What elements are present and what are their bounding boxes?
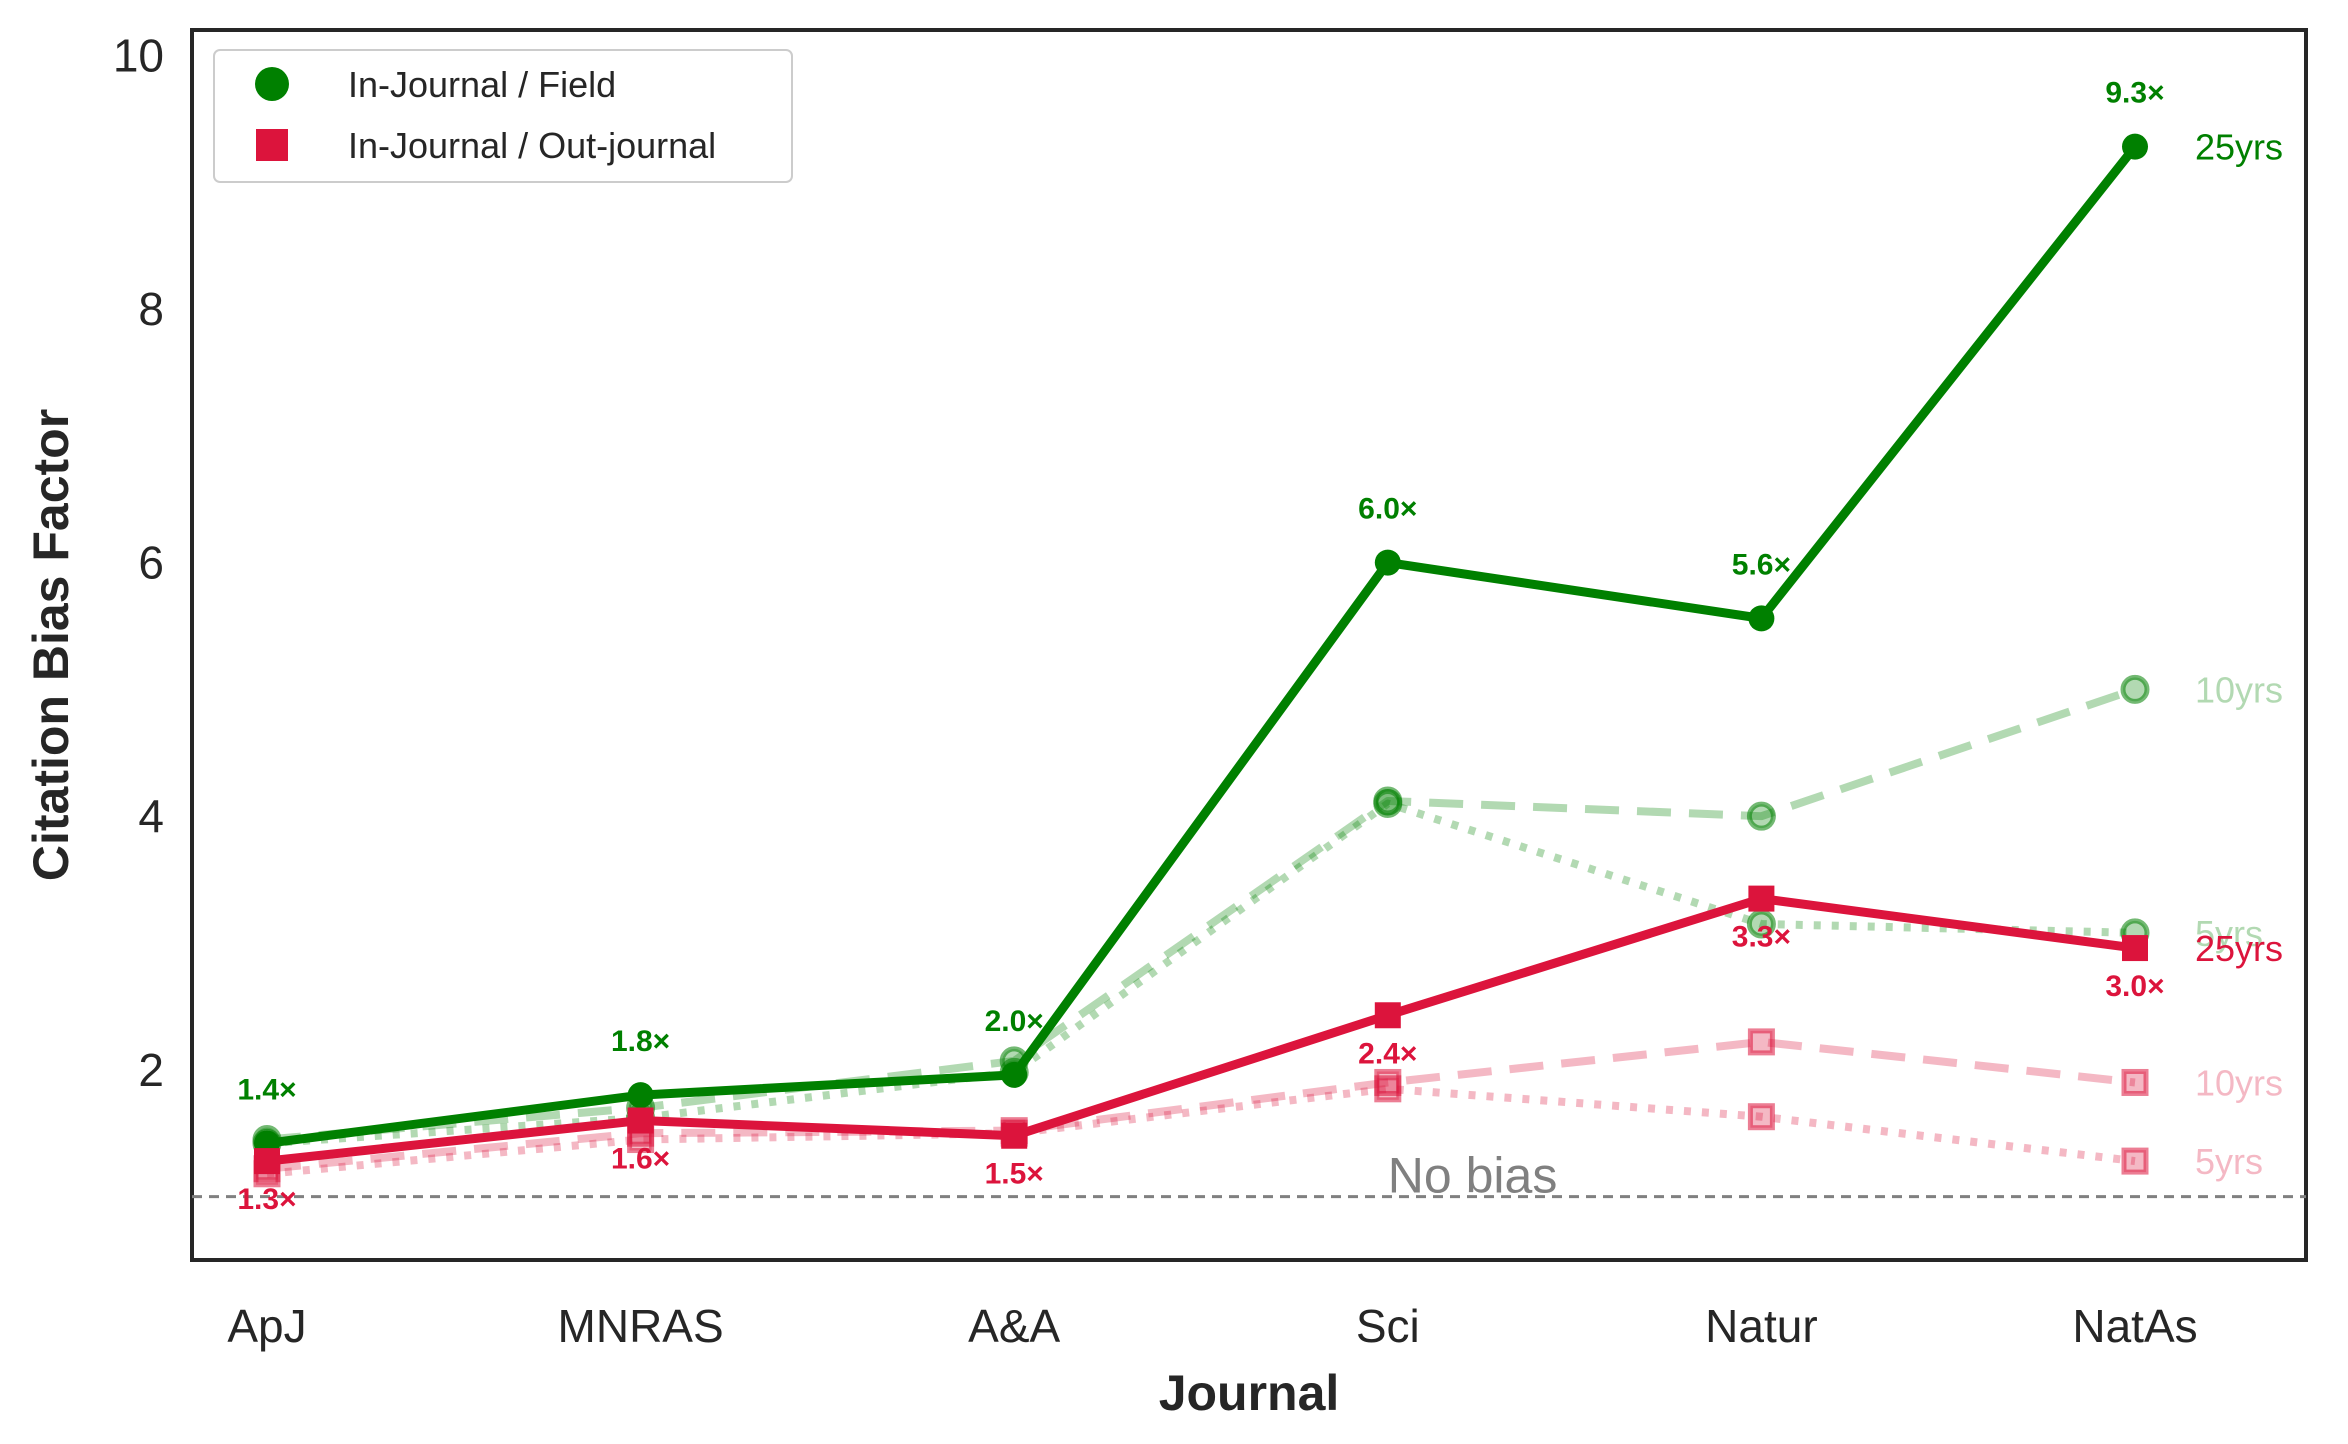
marker-point bbox=[1374, 1002, 1401, 1029]
marker-point bbox=[1373, 789, 1403, 819]
marker-point bbox=[1001, 1061, 1028, 1088]
legend-label: In-Journal / Field bbox=[348, 64, 616, 105]
series-line-10yrs bbox=[266, 685, 2137, 1144]
marker-point bbox=[1746, 909, 1776, 939]
x-tick-label: A&A bbox=[968, 1300, 1060, 1352]
data-label-field: 9.3× bbox=[2105, 77, 2164, 110]
end-label-25yrs: 25yrs bbox=[2195, 928, 2283, 969]
data-label-field: 5.6× bbox=[1732, 548, 1791, 581]
end-label-25yrs: 25yrs bbox=[2195, 127, 2283, 168]
legend-marker-square bbox=[256, 129, 288, 161]
y-axis-title: Citation Bias Factor bbox=[23, 409, 79, 881]
x-tick-label: Natur bbox=[1705, 1300, 1817, 1352]
y-tick-label: 8 bbox=[138, 283, 164, 335]
series-group bbox=[252, 133, 2150, 1188]
axes-group: 2 4 6 8 10 ApJ MNRAS A&A Sci Natur NatAs Journal Cit… bbox=[23, 28, 2308, 1421]
y-tick-label: 2 bbox=[138, 1044, 164, 1096]
legend-box bbox=[213, 49, 793, 183]
no-bias-label: No bias bbox=[1388, 1148, 1558, 1204]
x-tick-label: Sci bbox=[1356, 1300, 1420, 1352]
plot-frame bbox=[190, 28, 2308, 1262]
marker-point bbox=[627, 1082, 654, 1109]
data-labels-group: 1.4× 1.8× 2.0× 6.0× 5.6× 9.3× 1.3× 1.6× 1.5× 2.4×… bbox=[237, 77, 2283, 1216]
marker-point bbox=[1374, 1075, 1402, 1103]
end-label-5yrs: 5yrs bbox=[2195, 1141, 2263, 1182]
x-axis-title: Journal bbox=[1159, 1365, 1340, 1421]
marker-point bbox=[627, 1107, 654, 1134]
data-label-out-journal: 1.3× bbox=[237, 1183, 296, 1216]
marker-point bbox=[1747, 1103, 1775, 1131]
marker-point bbox=[2120, 674, 2150, 704]
series-line-25yrs bbox=[262, 894, 2140, 1166]
legend: In-Journal / Field In-Journal / Out-journ… bbox=[213, 49, 793, 183]
x-tick-label: MNRAS bbox=[558, 1300, 724, 1352]
data-label-field: 1.8× bbox=[611, 1025, 670, 1058]
series-line-10yrs bbox=[266, 1037, 2136, 1173]
x-tick-label: NatAs bbox=[2072, 1300, 2197, 1352]
reference-line-group: No bias bbox=[192, 1148, 2306, 1204]
end-label-10yrs: 10yrs bbox=[2195, 1062, 2283, 1103]
marker-point bbox=[2122, 133, 2148, 160]
series-line-25yrs bbox=[262, 142, 2140, 1148]
y-tick-label: 10 bbox=[113, 29, 164, 81]
marker-point bbox=[254, 1148, 280, 1175]
end-label-10yrs: 10yrs bbox=[2195, 669, 2283, 710]
y-tick-label: 6 bbox=[138, 537, 164, 589]
data-label-out-journal: 1.6× bbox=[611, 1143, 670, 1176]
data-label-field: 2.0× bbox=[985, 1005, 1044, 1038]
marker-point bbox=[2122, 935, 2148, 962]
data-label-out-journal: 2.4× bbox=[1358, 1037, 1417, 1070]
marker-point bbox=[1001, 1122, 1028, 1149]
marker-point bbox=[1748, 605, 1775, 632]
marker-point bbox=[1747, 1028, 1775, 1056]
marker-point bbox=[2121, 1147, 2149, 1175]
data-label-out-journal: 1.5× bbox=[985, 1158, 1044, 1191]
series-line-5yrs bbox=[266, 1084, 2136, 1178]
legend-marker-circle bbox=[255, 67, 289, 101]
data-label-field: 1.4× bbox=[237, 1073, 296, 1106]
data-label-field: 6.0× bbox=[1358, 493, 1417, 526]
marker-point bbox=[2121, 1068, 2149, 1096]
marker-point bbox=[1374, 549, 1401, 576]
marker-point bbox=[1748, 885, 1775, 912]
series-line-5yrs bbox=[266, 799, 2136, 1148]
data-label-out-journal: 3.0× bbox=[2105, 970, 2164, 1003]
legend-label: In-Journal / Out-journal bbox=[348, 125, 716, 166]
y-tick-label: 4 bbox=[138, 790, 164, 842]
data-label-out-journal: 3.3× bbox=[1732, 921, 1791, 954]
end-label-5yrs: 5yrs bbox=[2195, 913, 2263, 954]
marker-point bbox=[1746, 801, 1776, 831]
x-tick-label: ApJ bbox=[227, 1300, 306, 1352]
